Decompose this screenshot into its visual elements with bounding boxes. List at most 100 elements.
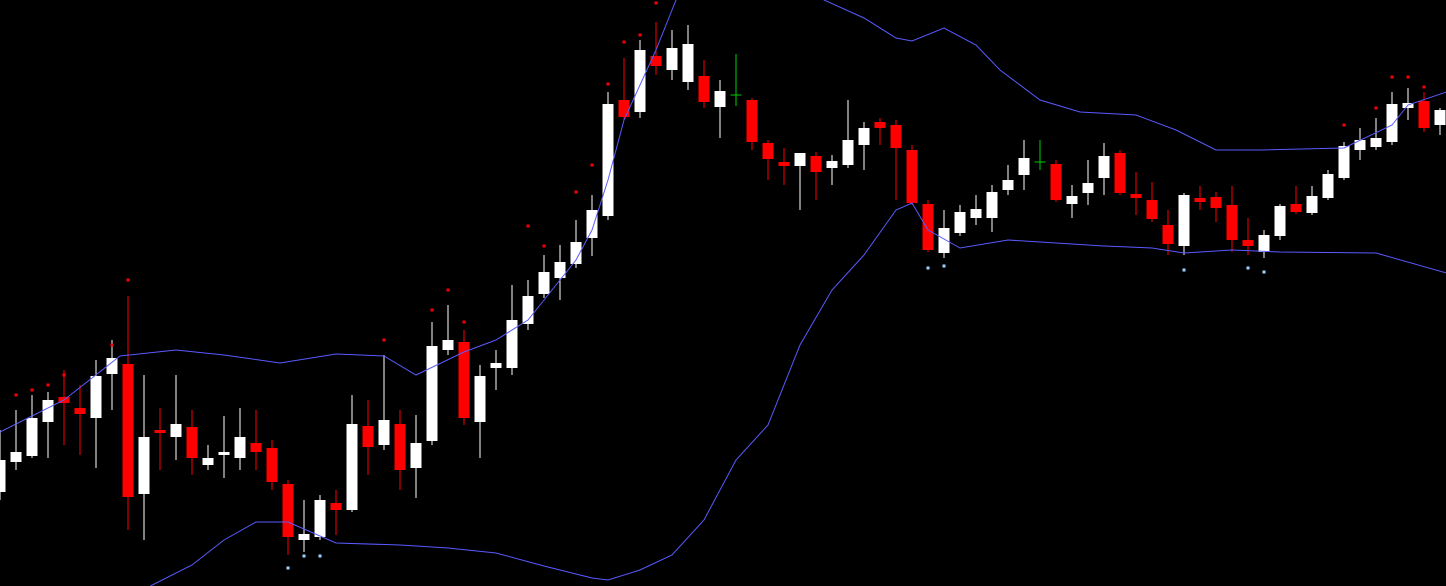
candle-body — [810, 156, 822, 172]
indicator-dot — [1246, 266, 1250, 270]
candle-body — [266, 448, 278, 482]
candle-body — [154, 430, 166, 433]
indicator-dot — [638, 33, 642, 37]
indicator-dot — [446, 288, 450, 292]
candle-body — [1194, 198, 1206, 202]
candle-body — [570, 242, 582, 264]
candle-body — [762, 143, 774, 159]
candle-body — [218, 452, 230, 455]
candle-body — [714, 91, 726, 107]
candle-body — [426, 346, 438, 441]
candle-body — [74, 408, 86, 414]
indicator-dot — [46, 383, 50, 387]
indicator-dot — [302, 554, 306, 558]
candle-body — [0, 460, 6, 492]
bollinger-band — [150, 202, 1446, 586]
candle-body — [1210, 197, 1222, 208]
bollinger-band — [0, 0, 1446, 433]
candle-body — [602, 104, 614, 216]
candle-body — [138, 437, 150, 494]
indicator-dot — [590, 163, 594, 167]
candle-body — [170, 424, 182, 437]
indicator-dot — [1374, 106, 1378, 110]
candle-body — [1050, 164, 1062, 200]
candle-body — [1098, 156, 1110, 178]
candle-body — [458, 342, 470, 418]
indicator-dot — [1182, 268, 1186, 272]
candle-body — [1178, 195, 1190, 246]
candle-body — [106, 358, 118, 374]
candle-body — [890, 125, 902, 148]
indicator-dot — [1262, 270, 1266, 274]
candle-body — [618, 100, 630, 117]
candle-body — [554, 262, 566, 278]
candle-body — [1242, 240, 1254, 246]
candle-body — [1066, 196, 1078, 204]
candle-body — [1258, 235, 1270, 252]
candle-body — [922, 204, 934, 250]
indicator-dot — [110, 343, 114, 347]
indicator-dot — [542, 244, 546, 248]
candle-body — [634, 50, 646, 112]
indicator-dot — [622, 40, 626, 44]
candle-body — [586, 210, 598, 238]
indicator-dot — [286, 566, 290, 570]
candle-body — [986, 192, 998, 218]
candle-body — [90, 376, 102, 418]
candle-body — [202, 458, 214, 465]
indicator-dot — [1342, 123, 1346, 127]
candle-body — [314, 500, 326, 537]
candle-body — [1290, 204, 1302, 212]
candle-body — [746, 100, 758, 142]
candle-body — [666, 48, 678, 70]
candle-body — [874, 122, 886, 128]
indicator-dot — [318, 554, 322, 558]
candle-body — [970, 209, 982, 218]
candle-body — [10, 452, 22, 462]
indicator-dot — [606, 82, 610, 86]
candle-body — [650, 56, 662, 66]
candle-body — [906, 150, 918, 203]
candle-body — [250, 443, 262, 452]
candle-body — [522, 296, 534, 324]
candle-body — [282, 484, 294, 537]
candle-body — [538, 272, 550, 294]
candle-body — [1002, 180, 1014, 190]
candle-body — [826, 161, 838, 168]
indicator-dot — [926, 266, 930, 270]
candle-body — [122, 364, 134, 497]
candle-body — [234, 437, 246, 458]
candle-body — [1386, 104, 1398, 142]
candle-body — [954, 212, 966, 233]
candle-body — [794, 153, 806, 166]
candle-body — [1162, 225, 1174, 244]
indicator-dot — [1406, 75, 1410, 79]
indicator-dot — [430, 308, 434, 312]
indicator-dot — [1422, 85, 1426, 89]
candle-body — [42, 400, 54, 422]
candle-body — [858, 128, 870, 145]
candle-body — [394, 424, 406, 470]
indicator-dot — [14, 393, 18, 397]
candle-body — [1082, 183, 1094, 193]
candle-body — [1434, 110, 1446, 125]
indicator-dot — [462, 320, 466, 324]
candle-body — [1306, 196, 1318, 213]
candle-body — [778, 162, 790, 166]
candle-body — [1354, 140, 1366, 150]
candle-body — [1114, 153, 1126, 193]
candle-body — [442, 340, 454, 350]
candle-body — [938, 228, 950, 253]
candle-body — [1322, 174, 1334, 198]
indicator-dot — [942, 264, 946, 268]
candle-body — [186, 427, 198, 458]
candle-body — [378, 420, 390, 445]
candle-body — [490, 363, 502, 368]
candle-body — [698, 76, 710, 102]
candle-body — [474, 376, 486, 422]
candle-body — [1274, 206, 1286, 236]
candle-body — [506, 320, 518, 368]
indicator-dot — [30, 388, 34, 392]
